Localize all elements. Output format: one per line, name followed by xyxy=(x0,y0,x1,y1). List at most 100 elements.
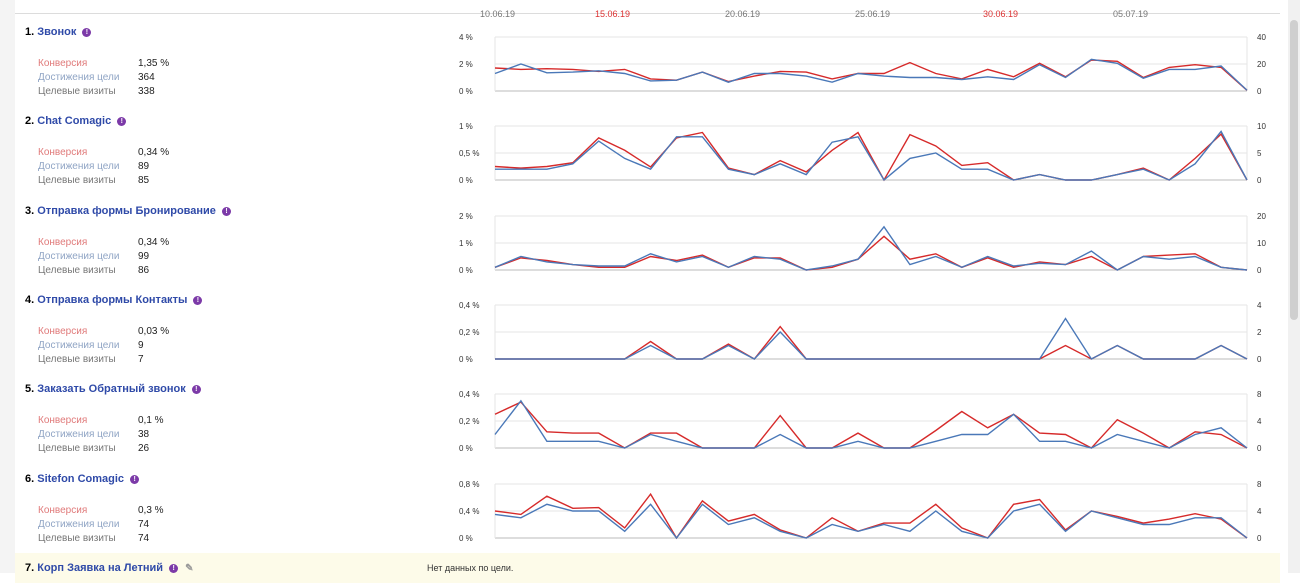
visits-value: 74 xyxy=(138,533,150,544)
chart-svg: 0,8 % 8 0,4 % 4 0 % 0 xyxy=(459,480,1262,543)
conversion-label: Конверсия xyxy=(38,505,88,516)
visits-label: Целевые визиты xyxy=(38,443,116,454)
reaches-label: Достижения цели xyxy=(38,340,120,351)
goal-metrics: Конверсия 1,35 % Достижения цели 364 Целев… xyxy=(38,57,169,99)
right-tick-label: 0 xyxy=(1257,176,1262,185)
right-tick-label: 0 xyxy=(1257,355,1262,364)
series-line-conversion xyxy=(494,401,1248,449)
series-line-reaches xyxy=(495,317,1248,360)
goal-title-link[interactable]: Заказать Обратный звонок xyxy=(37,383,186,395)
conversion-label: Конверсия xyxy=(38,147,88,158)
goal-chart[interactable]: 0,8 % 8 0,4 % 4 0 % 0 xyxy=(435,467,1262,557)
goal-title-link[interactable]: Отправка формы Контакты xyxy=(37,294,188,306)
left-tick-label: 1 % xyxy=(459,239,473,248)
date-label: 20.06.19 xyxy=(725,9,761,19)
left-tick-label: 0 % xyxy=(459,355,473,364)
goal-title-link[interactable]: Корп Заявка на Летний xyxy=(37,562,164,574)
right-tick-label: 2 xyxy=(1257,328,1262,337)
goal-header: 7. Корп Заявка на Летний ! ✎ xyxy=(25,562,195,574)
conversion-label: Конверсия xyxy=(38,326,88,337)
conversion-value: 0,34 % xyxy=(138,237,170,248)
right-tick-label: 4 xyxy=(1257,301,1262,310)
goal-chart[interactable]: 0,4 % 4 0,2 % 2 0 % 0 xyxy=(435,288,1262,378)
left-tick-label: 0 % xyxy=(459,87,473,96)
right-tick-label: 20 xyxy=(1257,60,1266,69)
left-tick-label: 2 % xyxy=(459,212,473,221)
info-icon[interactable]: ! xyxy=(130,475,140,484)
chart-svg: 1 % 10 0,5 % 5 0 % 0 xyxy=(459,122,1266,185)
series-line-reaches xyxy=(494,503,1248,540)
visits-value: 85 xyxy=(138,175,150,186)
goal-number: 3. xyxy=(25,205,35,217)
goal-metrics: Конверсия 0,03 % Достижения цели 9 Целевые… xyxy=(38,325,169,367)
reaches-value: 99 xyxy=(138,251,150,262)
date-label: 25.06.19 xyxy=(855,9,891,19)
conversion-label: Конверсия xyxy=(38,237,88,248)
reaches-value: 9 xyxy=(138,340,144,351)
reaches-label: Достижения цели xyxy=(38,429,120,440)
scrollbar[interactable] xyxy=(1288,0,1300,573)
goal-title-link[interactable]: Звонок xyxy=(37,26,77,38)
right-tick-label: 4 xyxy=(1257,417,1262,426)
info-icon[interactable]: ! xyxy=(117,117,127,126)
reaches-value: 364 xyxy=(138,72,155,83)
goal-chart[interactable]: 1 % 10 0,5 % 5 0 % 0 xyxy=(435,109,1266,199)
series-line-reaches xyxy=(494,58,1248,91)
goal-row-5: 5. Заказать Обратный звонок ! Конверсия 0… xyxy=(15,377,1280,467)
left-tick-label: 2 % xyxy=(459,60,473,69)
left-tick-label: 0 % xyxy=(459,266,473,275)
goal-metrics: Конверсия 0,34 % Достижения цели 99 Целевы… xyxy=(38,236,169,278)
reaches-label: Достижения цели xyxy=(38,72,120,83)
visits-label: Целевые визиты xyxy=(38,86,116,97)
conversion-value: 0,34 % xyxy=(138,147,170,158)
conversion-label: Конверсия xyxy=(38,415,88,426)
goal-row-4: 4. Отправка формы Контакты ! Конверсия 0,… xyxy=(15,288,1280,378)
right-tick-label: 0 xyxy=(1257,87,1262,96)
goal-title-link[interactable]: Chat Comagic xyxy=(37,115,112,127)
goal-metrics: Конверсия 0,3 % Достижения цели 74 Целевые… xyxy=(38,504,164,546)
left-tick-label: 0,4 % xyxy=(459,301,479,310)
reaches-value: 38 xyxy=(138,429,150,440)
goal-chart[interactable]: 4 % 40 2 % 20 0 % 0 xyxy=(435,20,1266,110)
scrollbar-thumb[interactable] xyxy=(1290,20,1298,320)
info-icon[interactable]: ! xyxy=(222,207,231,216)
visits-value: 26 xyxy=(138,443,150,454)
conversion-value: 0,3 % xyxy=(138,505,164,516)
series-line-reaches xyxy=(494,399,1248,449)
info-icon[interactable]: ! xyxy=(82,28,92,37)
goal-number: 7. xyxy=(25,562,35,574)
left-tick-label: 0,8 % xyxy=(459,480,479,489)
series-line-conversion xyxy=(494,131,1248,182)
left-tick-label: 0,2 % xyxy=(459,328,479,337)
visits-label: Целевые визиты xyxy=(38,175,116,186)
goal-row-6: 6. Sitefon Comagic ! Конверсия 0,3 % Дост… xyxy=(15,467,1280,557)
chart-svg: 2 % 20 1 % 10 0 % 0 xyxy=(459,212,1266,275)
goal-header: 4. Отправка формы Контакты ! xyxy=(25,294,203,306)
info-icon[interactable]: ! xyxy=(193,296,203,305)
goal-metrics: Конверсия 0,1 % Достижения цели 38 Целевые… xyxy=(38,414,164,456)
series-line-conversion xyxy=(494,235,1248,271)
pencil-icon[interactable]: ✎ xyxy=(185,563,194,574)
goal-chart[interactable]: 0,4 % 8 0,2 % 4 0 % 0 xyxy=(435,377,1262,467)
right-tick-label: 0 xyxy=(1257,444,1262,453)
left-tick-label: 0 % xyxy=(459,534,473,543)
info-icon[interactable]: ! xyxy=(191,385,201,394)
right-tick-label: 4 xyxy=(1257,507,1262,516)
goal-title-link[interactable]: Sitefon Comagic xyxy=(37,473,125,485)
left-tick-label: 0,4 % xyxy=(459,390,479,399)
goal-chart[interactable]: 2 % 20 1 % 10 0 % 0 xyxy=(435,199,1266,289)
reaches-value: 74 xyxy=(138,519,150,530)
goal-header: 1. Звонок ! xyxy=(25,26,92,38)
right-tick-label: 0 xyxy=(1257,534,1262,543)
goal-header: 3. Отправка формы Бронирование ! xyxy=(25,205,231,217)
goal-row-1: 1. Звонок ! Конверсия 1,35 % Достижения ц… xyxy=(15,20,1280,110)
visits-value: 338 xyxy=(138,86,155,97)
goal-number: 1. xyxy=(25,26,35,38)
chart-svg: 0,4 % 4 0,2 % 2 0 % 0 xyxy=(459,301,1262,364)
goal-title-link[interactable]: Отправка формы Бронирование xyxy=(37,205,216,217)
goal-header: 5. Заказать Обратный звонок ! xyxy=(25,383,201,395)
right-tick-label: 40 xyxy=(1257,33,1266,42)
left-tick-label: 0,2 % xyxy=(459,417,479,426)
reaches-value: 89 xyxy=(138,161,150,172)
info-icon[interactable]: ! xyxy=(169,564,179,573)
